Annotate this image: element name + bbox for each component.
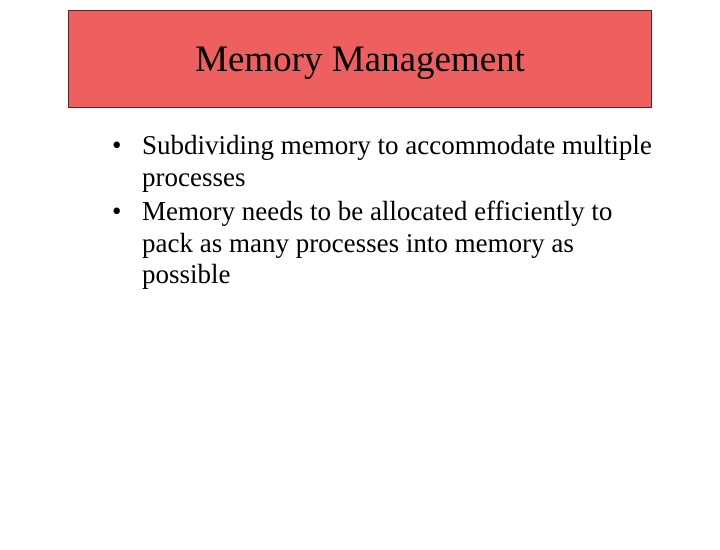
- title-box: Memory Management: [68, 10, 652, 108]
- bullet-list: Subdividing memory to accommodate multip…: [100, 130, 652, 291]
- slide-title: Memory Management: [195, 38, 525, 81]
- content-area: Subdividing memory to accommodate multip…: [100, 130, 652, 291]
- bullet-item: Memory needs to be allocated efficiently…: [100, 196, 652, 292]
- bullet-item: Subdividing memory to accommodate multip…: [100, 130, 652, 194]
